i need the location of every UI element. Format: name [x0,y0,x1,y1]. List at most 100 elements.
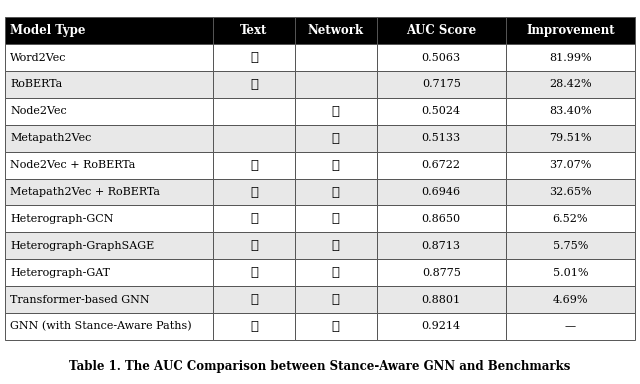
Text: Heterograph-GraphSAGE: Heterograph-GraphSAGE [10,241,154,251]
Bar [213,44,295,71]
Bar [377,259,506,286]
Text: ✓: ✓ [332,239,340,252]
Bar [5,205,213,232]
Bar [213,152,295,179]
Bar [377,232,506,259]
Text: Word2Vec: Word2Vec [10,53,67,63]
Bar [295,71,377,98]
Text: ✓: ✓ [332,320,340,333]
Bar [5,17,213,44]
Bar [377,152,506,179]
Text: Improvement: Improvement [526,24,614,37]
Text: 0.8801: 0.8801 [422,295,461,305]
Text: ✓: ✓ [250,185,258,199]
Text: 0.5063: 0.5063 [422,53,461,63]
Bar [506,232,635,259]
Text: GNN (with Stance-Aware Paths): GNN (with Stance-Aware Paths) [10,321,192,331]
Text: Table 1. The AUC Comparison between Stance-Aware GNN and Benchmarks: Table 1. The AUC Comparison between Stan… [69,360,571,373]
Text: 0.6946: 0.6946 [422,187,461,197]
Text: ✓: ✓ [250,293,258,306]
Bar [213,125,295,152]
Bar [506,71,635,98]
Bar [506,98,635,125]
Bar [506,125,635,152]
Text: 83.40%: 83.40% [549,106,591,116]
Text: 6.52%: 6.52% [552,214,588,224]
Bar [506,286,635,313]
Bar [213,313,295,340]
Bar [506,205,635,232]
Text: Metapath2Vec: Metapath2Vec [10,133,92,143]
Bar [295,286,377,313]
Text: ✓: ✓ [332,293,340,306]
Bar [5,125,213,152]
Bar [295,152,377,179]
Text: ✓: ✓ [332,132,340,145]
Bar [295,259,377,286]
Text: 0.7175: 0.7175 [422,79,461,89]
Text: ✓: ✓ [332,185,340,199]
Text: 0.8713: 0.8713 [422,241,461,251]
Text: 0.6722: 0.6722 [422,160,461,170]
Text: 0.5133: 0.5133 [422,133,461,143]
Bar [213,179,295,205]
Bar [213,98,295,125]
Bar [5,232,213,259]
Text: 0.9214: 0.9214 [422,321,461,331]
Text: 37.07%: 37.07% [549,160,591,170]
Bar [377,71,506,98]
Bar [377,17,506,44]
Text: ✓: ✓ [250,266,258,279]
Bar [295,179,377,205]
Text: ✓: ✓ [332,212,340,225]
Text: Text: Text [240,24,268,37]
Bar [377,179,506,205]
Text: ✓: ✓ [250,78,258,91]
Bar [295,125,377,152]
Bar [506,17,635,44]
Bar [213,232,295,259]
Text: 5.01%: 5.01% [552,268,588,278]
Text: ✓: ✓ [332,159,340,172]
Text: Node2Vec + RoBERTa: Node2Vec + RoBERTa [10,160,136,170]
Bar [377,205,506,232]
Text: 79.51%: 79.51% [549,133,591,143]
Bar [506,259,635,286]
Text: ✓: ✓ [250,51,258,64]
Text: ✓: ✓ [250,212,258,225]
Text: 32.65%: 32.65% [549,187,591,197]
Text: 0.8775: 0.8775 [422,268,461,278]
Text: ✓: ✓ [250,239,258,252]
Text: 0.5024: 0.5024 [422,106,461,116]
Text: Network: Network [308,24,364,37]
Bar [295,17,377,44]
Bar [295,205,377,232]
Text: Metapath2Vec + RoBERTa: Metapath2Vec + RoBERTa [10,187,160,197]
Text: —: — [564,321,576,331]
Text: 5.75%: 5.75% [553,241,588,251]
Bar [377,313,506,340]
Bar [5,179,213,205]
Bar [377,286,506,313]
Bar [295,98,377,125]
Bar [5,98,213,125]
Text: 28.42%: 28.42% [549,79,591,89]
Bar [377,98,506,125]
Bar [377,125,506,152]
Text: Transformer-based GNN: Transformer-based GNN [10,295,150,305]
Bar [213,259,295,286]
Text: ✓: ✓ [332,266,340,279]
Text: Heterograph-GAT: Heterograph-GAT [10,268,110,278]
Bar [213,286,295,313]
Bar [213,17,295,44]
Text: Heterograph-GCN: Heterograph-GCN [10,214,114,224]
Bar [5,71,213,98]
Bar [506,44,635,71]
Text: AUC Score: AUC Score [406,24,476,37]
Bar [213,71,295,98]
Text: 0.8650: 0.8650 [422,214,461,224]
Bar [506,313,635,340]
Text: Node2Vec: Node2Vec [10,106,67,116]
Text: RoBERTa: RoBERTa [10,79,63,89]
Bar [5,44,213,71]
